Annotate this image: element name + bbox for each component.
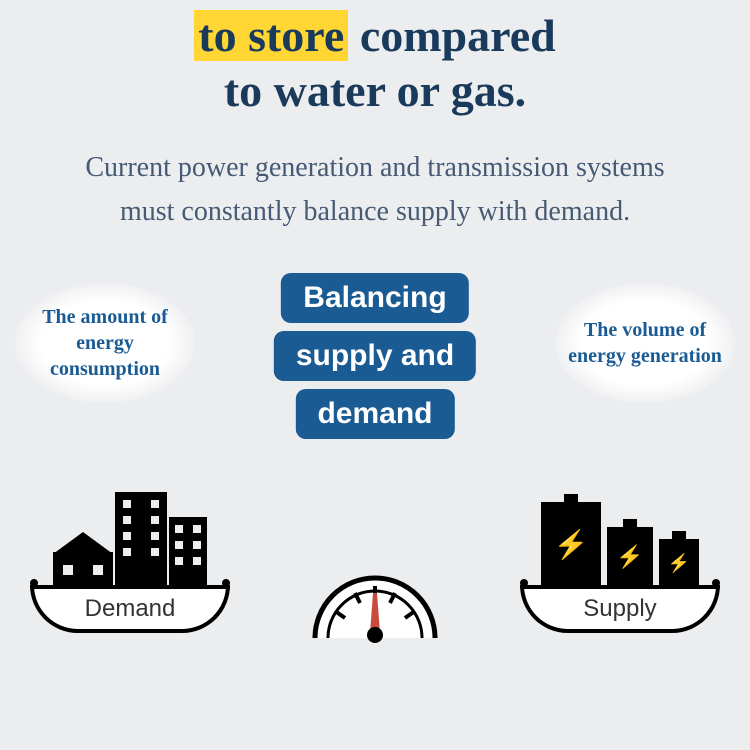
pill-1: Balancing bbox=[281, 273, 468, 323]
battery-icon-3: ⚡ bbox=[659, 539, 699, 587]
building-icon-2 bbox=[169, 517, 207, 587]
bubble-demand-text: The amount of energy consumption bbox=[25, 304, 185, 382]
headline-line1: to store compared bbox=[0, 8, 750, 63]
building-icon-1 bbox=[115, 492, 167, 587]
bolt-icon: ⚡ bbox=[554, 528, 589, 562]
subtext: Current power generation and transmissio… bbox=[0, 146, 750, 233]
pan-supply-label: Supply bbox=[583, 595, 656, 623]
scale-pan-demand: Demand bbox=[25, 477, 235, 633]
balance-diagram: The amount of energy consumption The vol… bbox=[0, 263, 750, 643]
headline-line1-rest: compared bbox=[348, 10, 555, 61]
pan-demand-label: Demand bbox=[85, 595, 176, 623]
pan-dish-demand: Demand bbox=[30, 585, 230, 633]
buildings-icon bbox=[53, 477, 207, 587]
center-pill-stack: Balancing supply and demand bbox=[274, 273, 476, 439]
pill-2: supply and bbox=[274, 331, 476, 381]
bubble-supply: The volume of energy generation bbox=[555, 283, 735, 403]
bolt-icon: ⚡ bbox=[668, 553, 690, 574]
bubble-demand: The amount of energy consumption bbox=[15, 283, 195, 403]
pill-3: demand bbox=[295, 389, 454, 439]
bolt-icon: ⚡ bbox=[616, 544, 643, 570]
scale-pan-supply: ⚡ ⚡ ⚡ Supply bbox=[515, 477, 725, 633]
headline-highlight: to store bbox=[194, 10, 348, 61]
battery-icon-2: ⚡ bbox=[607, 527, 653, 587]
pan-dish-supply: Supply bbox=[520, 585, 720, 633]
headline: to store compared to water or gas. bbox=[0, 0, 750, 118]
bubble-supply-text: The volume of energy generation bbox=[565, 317, 725, 369]
house-icon bbox=[53, 532, 113, 587]
gauge-icon bbox=[300, 563, 450, 643]
batteries-icon: ⚡ ⚡ ⚡ bbox=[541, 477, 699, 587]
battery-icon-1: ⚡ bbox=[541, 502, 601, 587]
headline-line2: to water or gas. bbox=[0, 63, 750, 118]
